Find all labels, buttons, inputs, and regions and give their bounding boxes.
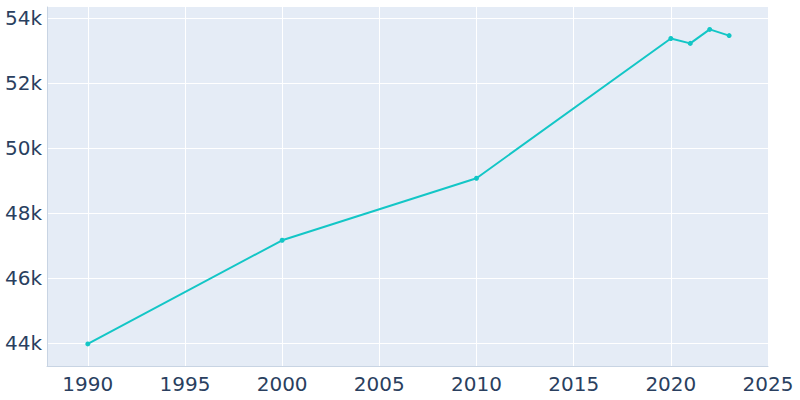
- svg-text:46k: 46k: [5, 266, 42, 290]
- svg-text:2020: 2020: [645, 372, 696, 396]
- svg-text:2010: 2010: [451, 372, 502, 396]
- svg-text:2005: 2005: [354, 372, 405, 396]
- svg-text:48k: 48k: [5, 201, 42, 225]
- svg-text:1995: 1995: [160, 372, 211, 396]
- svg-text:1990: 1990: [62, 372, 113, 396]
- svg-text:2000: 2000: [257, 372, 308, 396]
- svg-text:50k: 50k: [5, 136, 42, 160]
- svg-text:54k: 54k: [5, 6, 42, 30]
- svg-text:44k: 44k: [5, 331, 42, 355]
- svg-text:52k: 52k: [5, 71, 42, 95]
- svg-text:2025: 2025: [743, 372, 794, 396]
- svg-text:2015: 2015: [548, 372, 599, 396]
